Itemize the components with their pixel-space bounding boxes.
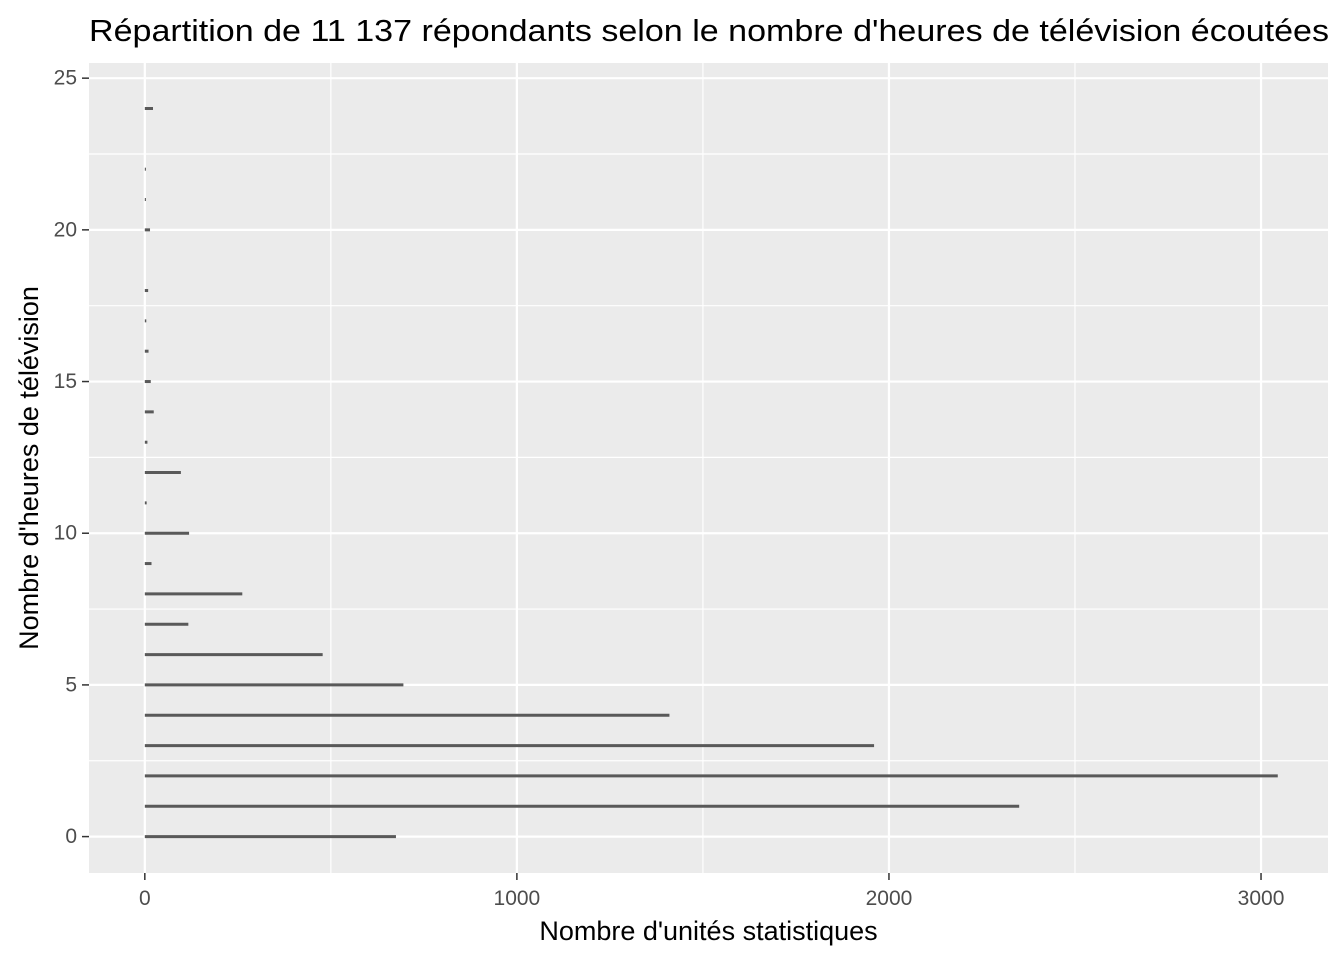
y-axis: 0 5 10 15 20 25 — [54, 67, 89, 848]
x-tick-label: 2000 — [866, 887, 913, 910]
x-tick-label: 0 — [139, 887, 151, 910]
y-tick-label: 15 — [54, 370, 77, 393]
y-tick-label: 0 — [65, 825, 77, 848]
plot-panel-background — [89, 63, 1328, 873]
x-axis-title: Nombre d'unités statistiques — [539, 916, 877, 946]
y-tick-label: 5 — [65, 673, 77, 696]
x-tick-label: 1000 — [494, 887, 541, 910]
x-axis: 0 1000 2000 3000 — [139, 873, 1284, 910]
bars — [144, 107, 1278, 839]
y-axis-title: Nombre d'heures de télévision — [14, 286, 44, 650]
minor-gridlines — [89, 63, 1328, 873]
y-tick-label: 10 — [54, 522, 77, 545]
y-tick-label: 20 — [54, 218, 77, 241]
x-tick-label: 3000 — [1238, 887, 1285, 910]
y-tick-label: 25 — [54, 67, 77, 90]
chart-title: Répartition de 11 137 répondants selon l… — [89, 13, 1329, 48]
